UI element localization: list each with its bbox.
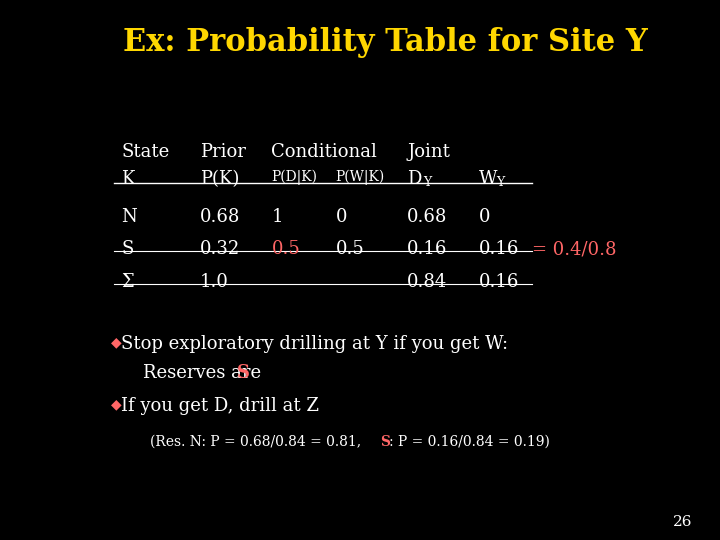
Text: P(D|K): P(D|K) bbox=[271, 170, 318, 186]
Text: 0.5: 0.5 bbox=[271, 240, 300, 258]
Text: 0.84: 0.84 bbox=[407, 273, 447, 291]
Text: S: S bbox=[380, 435, 390, 449]
Text: 0: 0 bbox=[336, 208, 347, 226]
Text: Conditional: Conditional bbox=[271, 143, 377, 161]
Text: 0.68: 0.68 bbox=[200, 208, 240, 226]
Text: 0.68: 0.68 bbox=[407, 208, 448, 226]
Text: 0.16: 0.16 bbox=[479, 240, 519, 258]
Text: K: K bbox=[122, 170, 135, 188]
Text: Y: Y bbox=[496, 176, 504, 188]
Text: N: N bbox=[122, 208, 138, 226]
Text: Reserves are: Reserves are bbox=[143, 364, 266, 382]
Text: 0: 0 bbox=[479, 208, 490, 226]
Text: 0.5: 0.5 bbox=[336, 240, 364, 258]
Text: ◆: ◆ bbox=[111, 335, 122, 349]
Text: W: W bbox=[479, 170, 497, 188]
Text: 0.16: 0.16 bbox=[407, 240, 448, 258]
Text: = 0.4/0.8: = 0.4/0.8 bbox=[532, 240, 616, 258]
Text: 26: 26 bbox=[673, 515, 693, 529]
Text: D: D bbox=[407, 170, 421, 188]
Text: If you get D, drill at Z: If you get D, drill at Z bbox=[122, 397, 320, 415]
Text: 1.0: 1.0 bbox=[200, 273, 229, 291]
Text: Y: Y bbox=[423, 176, 431, 188]
Text: 1: 1 bbox=[271, 208, 283, 226]
Text: S: S bbox=[237, 364, 250, 382]
Text: P(W|K): P(W|K) bbox=[336, 170, 385, 186]
Text: ◆: ◆ bbox=[111, 397, 122, 411]
Text: Joint: Joint bbox=[407, 143, 450, 161]
Text: Stop exploratory drilling at Y if you get W:: Stop exploratory drilling at Y if you ge… bbox=[122, 335, 508, 353]
Text: Prior: Prior bbox=[200, 143, 246, 161]
Text: Σ: Σ bbox=[122, 273, 134, 291]
Text: 0.32: 0.32 bbox=[200, 240, 240, 258]
Text: Ex: Probability Table for Site Y: Ex: Probability Table for Site Y bbox=[123, 27, 648, 58]
Text: State: State bbox=[122, 143, 170, 161]
Text: P(K): P(K) bbox=[200, 170, 239, 188]
Text: 0.16: 0.16 bbox=[479, 273, 519, 291]
Text: : P = 0.16/0.84 = 0.19): : P = 0.16/0.84 = 0.19) bbox=[390, 435, 550, 449]
Text: (Res. N: P = 0.68/0.84 = 0.81,: (Res. N: P = 0.68/0.84 = 0.81, bbox=[150, 435, 366, 449]
Text: S: S bbox=[122, 240, 134, 258]
